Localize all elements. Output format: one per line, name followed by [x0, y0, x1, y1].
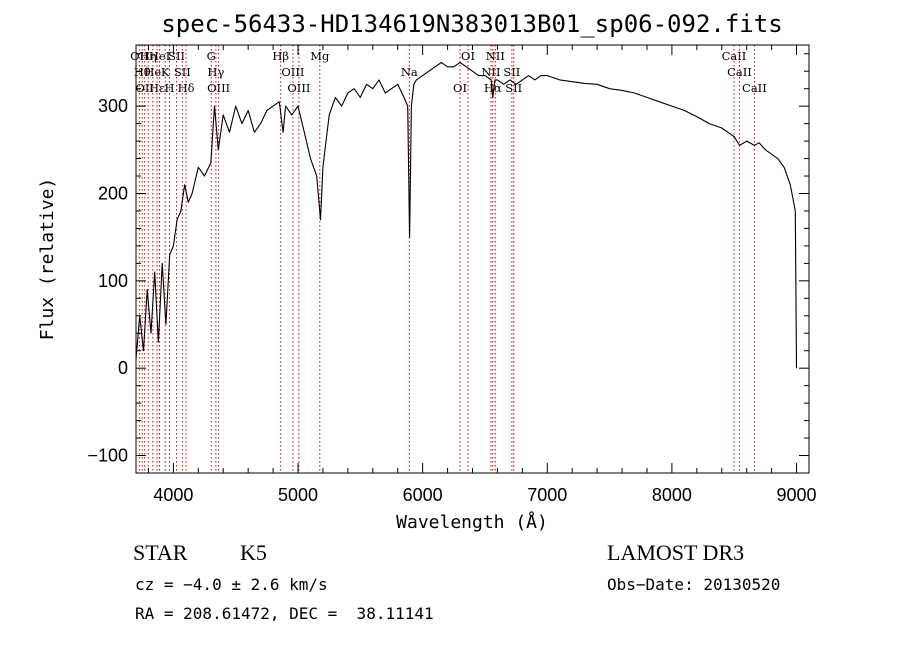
spectrum-line — [135, 61, 798, 369]
line-marker-label: Hα — [484, 81, 502, 95]
line-marker-label: SII — [168, 49, 185, 63]
redshift-velocity: cz = −4.0 ± 2.6 km/s — [135, 575, 328, 594]
x-tick-label: 8000 — [652, 485, 692, 505]
line-marker-label: CaII — [727, 65, 752, 79]
y-tick-label: −100 — [87, 446, 128, 466]
line-marker-label: NII — [486, 49, 505, 63]
y-tick-label: 200 — [98, 183, 128, 203]
x-tick-label: 9000 — [777, 485, 817, 505]
object-type: STAR — [133, 540, 188, 565]
y-axis: −100 0 100 200 300 — [87, 53, 809, 466]
line-marker-label: Na — [401, 65, 418, 79]
line-marker-label: OIII — [287, 81, 310, 95]
line-marker-label: SII — [174, 65, 191, 79]
x-tick-label: 4000 — [153, 485, 193, 505]
line-marker-label: Hη — [140, 49, 157, 63]
line-marker-label: HeI — [149, 49, 170, 63]
line-marker-label: H — [165, 81, 175, 95]
line-marker-label: SII — [505, 81, 522, 95]
line-marker-label: CaII — [742, 81, 767, 95]
line-marker-label: OII — [130, 49, 149, 63]
y-tick-label: 0 — [118, 358, 128, 378]
x-tick-label: 5000 — [278, 485, 318, 505]
y-tick-label: 100 — [98, 271, 128, 291]
line-marker-label: He — [144, 65, 161, 79]
survey-name: LAMOST DR3 — [607, 540, 745, 565]
line-marker-label: CaII — [722, 49, 747, 63]
x-axis: 4000 5000 6000 7000 8000 9000 — [147, 45, 817, 505]
line-marker-label: K — [161, 65, 170, 79]
line-marker-label: Hε — [149, 81, 165, 95]
y-tick-label: 300 — [98, 96, 128, 116]
line-marker-label: OI — [453, 81, 467, 95]
y-axis-label: Flux (relative) — [37, 178, 58, 341]
spectral-subclass: K5 — [240, 540, 267, 565]
series-layer — [135, 61, 798, 369]
line-marker-label: Hθ — [134, 65, 151, 79]
ra-dec-coordinates: RA = 208.61472, DEC = 38.11141 — [135, 604, 434, 623]
line-marker-label: OIII — [281, 65, 304, 79]
line-marker-label: Mg — [310, 49, 330, 63]
line-marker-label: OII — [135, 81, 154, 95]
chart-title: spec-56433-HD134619N383013B01_sp06-092.f… — [161, 10, 782, 38]
x-axis-label: Wavelength (Å) — [396, 511, 548, 533]
x-tick-label: 6000 — [403, 485, 443, 505]
observation-date: Obs−Date: 20130520 — [607, 575, 781, 594]
line-marker-label: G — [207, 49, 216, 63]
x-tick-label: 7000 — [527, 485, 567, 505]
line-marker-label: NII — [481, 65, 500, 79]
line-marker-label: Hδ — [178, 81, 195, 95]
line-marker-label: Hγ — [207, 65, 224, 79]
line-marker-label: SII — [503, 65, 520, 79]
line-marker-label: OIII — [207, 81, 230, 95]
spectral-line-markers: OIIHθOIIHηHeHεHeIKHSIISIIHδGHγOIIIHβOIII… — [130, 45, 767, 473]
line-marker-label: OI — [461, 49, 475, 63]
line-marker-label: Hβ — [272, 49, 289, 63]
